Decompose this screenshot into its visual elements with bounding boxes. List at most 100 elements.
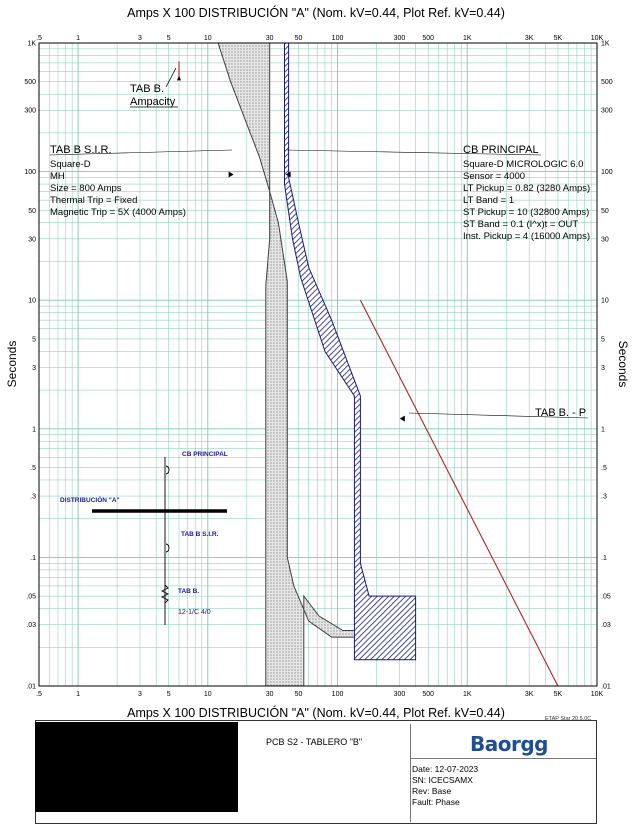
x-tick-label-bottom: 500 — [422, 691, 434, 698]
y-tick-label-left: .5 — [30, 465, 36, 472]
y-tick-label-right: 100 — [601, 169, 613, 176]
y-tick-label-left: 3 — [32, 365, 36, 372]
x-tick-label-top: 1K — [463, 35, 472, 42]
one-line-load-label: TAB B. — [178, 588, 199, 595]
cb-line-5: ST Pickup = 10 (32800 Amps) — [463, 207, 589, 218]
x-tick-label-bottom: 3 — [138, 691, 142, 698]
x-tick-label-top: 500 — [422, 35, 434, 42]
cb-line-4: LT Band = 1 — [463, 195, 514, 206]
x-tick-label-bottom: 1K — [463, 691, 472, 698]
ampacity-arrow-icon — [177, 75, 182, 81]
y-tick-label-right: 300 — [601, 108, 613, 115]
x-tick-label-bottom: 300 — [394, 691, 406, 698]
y-tick-label-left: .01 — [26, 684, 36, 691]
y-tick-label-right: .01 — [601, 684, 611, 691]
etap-version: ETAP Star 20.5.0C — [545, 716, 592, 722]
y-tick-label-right: 10 — [601, 298, 609, 305]
x-tick-label-top: 30 — [266, 35, 274, 42]
x-tick-label-top: 5K — [554, 35, 563, 42]
y-tick-label-left: 30 — [28, 236, 36, 243]
cb-principal-symbol — [165, 465, 170, 475]
ampacity-sub: Ampacity — [130, 96, 176, 108]
sir-arrow-icon — [228, 171, 234, 178]
x-tick-label-top: 100 — [332, 35, 344, 42]
y-tick-label-left: 500 — [24, 79, 36, 86]
annotation-cb: CB PRINCIPAL Square-D MICROLOGIC 6.0 Sen… — [286, 144, 590, 242]
x-tick-label-bottom: 10 — [204, 691, 212, 698]
sir-title: TAB B S.I.R. — [50, 144, 112, 156]
x-tick-label-bottom: 50 — [295, 691, 303, 698]
x-tick-label-top: 3 — [138, 35, 142, 42]
x-tick-label-top: 10 — [204, 35, 212, 42]
y-tick-label-right: 500 — [601, 79, 613, 86]
y-tick-label-right: .1 — [601, 555, 607, 562]
tabp-arrow-icon — [399, 415, 405, 422]
x-tick-label-bottom: 100 — [332, 691, 344, 698]
cb-leader — [286, 149, 542, 156]
curves — [177, 42, 559, 687]
y-axis-label-right: Seconds — [616, 341, 630, 388]
y-tick-label-right: .03 — [601, 622, 611, 629]
x-tick-label-top: 3K — [525, 35, 534, 42]
chart-title-top: Amps X 100 DISTRIBUCIÓN "A" (Nom. kV=0.4… — [127, 5, 505, 20]
meta-divider — [410, 758, 596, 759]
x-tick-label-top: .5 — [36, 35, 42, 42]
x-tick-label-top: 300 — [394, 35, 406, 42]
y-tick-label-right: 1 — [601, 426, 605, 433]
cable-symbol — [160, 584, 170, 604]
chart-title-bottom: Amps X 100 DISTRIBUCIÓN "A" (Nom. kV=0.4… — [127, 705, 505, 720]
x-tick-label-top: 1 — [76, 35, 80, 42]
cb-title: CB PRINCIPAL — [463, 144, 539, 156]
tabp-leader — [408, 412, 589, 419]
tick-labels: .5 .5 1 1 3 3 5 5 10 10 30 30 50 50 100 100 300 300 500 500… — [24, 35, 612, 698]
y-tick-label-right: .05 — [601, 594, 611, 601]
x-tick-label-top: 5 — [167, 35, 171, 42]
y-tick-label-right: 5 — [601, 336, 605, 343]
plot-frame — [38, 42, 598, 687]
y-tick-label-left: .05 — [26, 594, 36, 601]
tabp-title: TAB B. - P — [535, 407, 586, 419]
one-line-diagram: CB PRINCIPAL DISTRIBUCIÓN "A" TAB B S.I.… — [60, 451, 228, 625]
one-line-cable-label: 12-1/C 4/0 — [178, 609, 211, 616]
y-tick-label-right: 3 — [601, 365, 605, 372]
one-line-cb-label: CB PRINCIPAL — [182, 451, 228, 458]
grid — [38, 43, 597, 687]
sir-line-5: Magnetic Trip = 5X (4000 Amps) — [50, 207, 186, 218]
y-tick-label-right: 30 — [601, 236, 609, 243]
x-tick-label-bottom: 10K — [591, 691, 604, 698]
cb-line-2: Sensor = 4000 — [463, 171, 525, 182]
cb-line-1: Square-D MICROLOGIC 6.0 — [463, 159, 583, 170]
project-title: PCB S2 - TABLERO "B" — [266, 737, 363, 747]
x-tick-label-top: 10K — [591, 35, 604, 42]
sir-line-2: MH — [50, 171, 65, 182]
ampacity-title: TAB B. — [130, 83, 164, 95]
fault-line: Fault: Phase — [412, 797, 460, 807]
y-tick-label-left: 300 — [24, 108, 36, 115]
cb-arrow-icon — [285, 171, 291, 178]
sn-line: SN: ICECSAMX — [412, 775, 473, 785]
sir-symbol — [165, 543, 170, 553]
y-tick-label-left: .1 — [30, 555, 36, 562]
y-tick-label-left: 100 — [24, 169, 36, 176]
x-tick-label-bottom: 1 — [76, 691, 80, 698]
annotation-sir: TAB B S.I.R. Square-D MH Size = 800 Amps… — [49, 144, 233, 218]
y-tick-label-right: .3 — [601, 494, 607, 501]
ampacity-leader — [165, 67, 177, 88]
sir-line-4: Thermal Trip = Fixed — [50, 195, 137, 206]
cb-line-6: ST Band = 0.1 (I^x)t = OUT — [463, 219, 578, 230]
y-tick-label-left: 5 — [32, 336, 36, 343]
one-line-sir-label: TAB B S.I.R. — [181, 531, 219, 538]
y-tick-label-right: 50 — [601, 208, 609, 215]
sir-line-1: Square-D — [50, 159, 91, 170]
x-tick-label-bottom: 5K — [554, 691, 563, 698]
y-tick-label-left: .03 — [26, 622, 36, 629]
sir-leader — [49, 149, 233, 156]
curve-tab-b-p — [359, 299, 559, 687]
x-tick-label-bottom: 30 — [266, 691, 274, 698]
y-tick-label-right: 1K — [601, 41, 610, 48]
one-line-bus-label: DISTRIBUCIÓN "A" — [60, 495, 120, 504]
company-logo: Baorgg — [470, 732, 548, 756]
y-tick-label-left: 1K — [27, 41, 36, 48]
date-line: Date: 12-07-2023 — [412, 764, 479, 774]
